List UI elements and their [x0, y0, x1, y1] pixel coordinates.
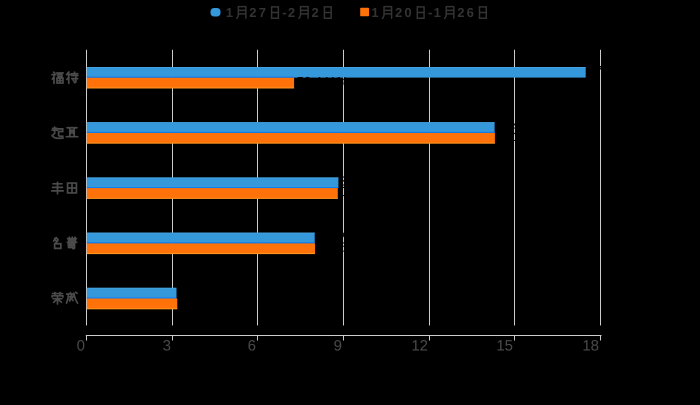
- svg-text:17.48%: 17.48%: [588, 63, 633, 78]
- svg-text:-: -: [282, 5, 286, 20]
- svg-text:-: -: [428, 5, 432, 20]
- svg-text:2: 2: [457, 5, 464, 20]
- svg-text:-0.06%: -0.06%: [318, 239, 360, 254]
- svg-text:12: 12: [411, 337, 428, 354]
- svg-text:7.99%: 7.99%: [317, 229, 354, 244]
- svg-text:15: 15: [496, 337, 513, 354]
- svg-text:58.441%: 58.441%: [297, 74, 349, 89]
- svg-text:18: 18: [582, 337, 599, 354]
- svg-text:0.25%: 0.25%: [340, 184, 377, 199]
- svg-text:1: 1: [371, 5, 378, 20]
- svg-text:3: 3: [163, 337, 171, 354]
- svg-text:0: 0: [404, 5, 411, 20]
- svg-text:0.84%: 0.84%: [180, 295, 217, 310]
- svg-text:6: 6: [248, 337, 256, 354]
- svg-text:2: 2: [249, 5, 256, 20]
- svg-text:144.2%: 144.2%: [497, 118, 542, 133]
- svg-text:1: 1: [226, 5, 233, 20]
- svg-text:6: 6: [467, 5, 474, 20]
- svg-text:-0.12%: -0.12%: [497, 129, 539, 144]
- svg-text:0: 0: [77, 337, 85, 354]
- svg-text:3.15%: 3.15%: [179, 284, 216, 299]
- svg-text:1: 1: [434, 5, 441, 20]
- svg-text:2: 2: [395, 5, 402, 20]
- svg-text:7: 7: [259, 5, 266, 20]
- svg-text:2: 2: [312, 5, 319, 20]
- svg-text:9: 9: [334, 337, 342, 354]
- svg-text:2: 2: [288, 5, 295, 20]
- svg-text:8.82%: 8.82%: [341, 174, 378, 189]
